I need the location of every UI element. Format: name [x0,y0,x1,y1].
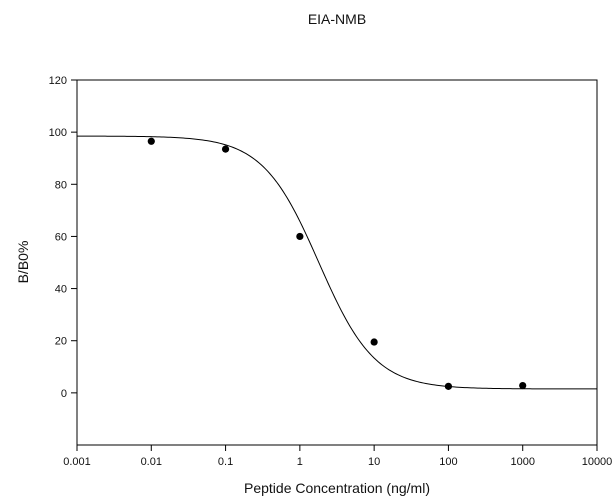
x-tick-label: 1000 [510,456,534,468]
y-tick-label: 60 [55,231,67,243]
y-tick-label: 120 [49,75,67,87]
x-tick-label: 1 [297,456,303,468]
fit-curve [77,135,597,390]
data-point [444,382,453,390]
x-tick-label: 100 [439,456,457,468]
y-axis-ticks: 0 20 40 60 80 100 120 [49,75,77,400]
x-tick-label: 0.01 [141,456,162,468]
y-tick-label: 100 [49,127,67,139]
fit-curve-layer [77,135,597,390]
data-point [519,381,527,390]
y-tick-label: 40 [55,284,67,296]
y-tick-label: 20 [55,336,67,348]
x-tick-label: 0.1 [218,456,233,468]
x-axis-ticks: 0.001 0.01 0.1 1 10 100 1000 10000 [63,445,612,468]
data-point [296,232,304,241]
x-tick-label: 0.001 [63,456,91,468]
data-point [147,137,155,145]
plot-frame [76,79,598,446]
y-tick-label: 0 [61,388,67,400]
y-axis-label: B/B0% [15,241,31,284]
data-points [147,137,527,390]
y-tick-label: 80 [55,179,67,191]
chart-title: EIA-NMB [308,11,366,27]
data-point [370,338,378,346]
x-tick-label: 10 [368,456,380,468]
x-tick-label: 10000 [582,456,613,468]
x-axis-label: Peptide Concentration (ng/ml) [244,480,430,496]
data-point [221,145,230,153]
